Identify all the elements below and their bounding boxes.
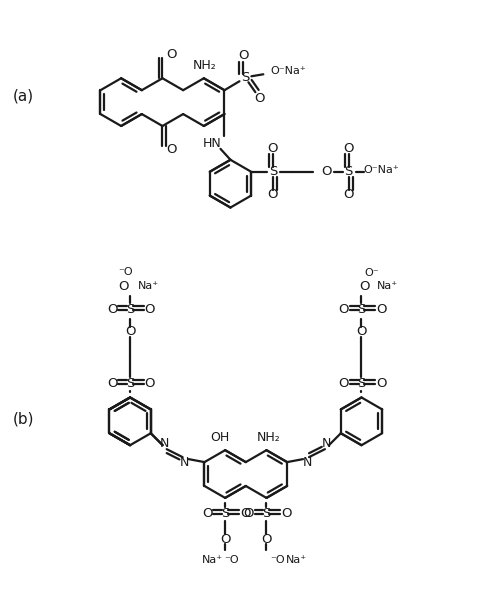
Text: ⁻O: ⁻O (224, 555, 239, 564)
Text: S: S (269, 165, 277, 178)
Text: Na⁺: Na⁺ (137, 281, 159, 291)
Text: OH: OH (210, 431, 230, 443)
Text: O: O (107, 304, 118, 316)
Text: O: O (376, 377, 387, 390)
Text: O: O (202, 508, 212, 520)
Text: O: O (238, 49, 248, 62)
Text: O⁻: O⁻ (364, 268, 379, 278)
Text: N: N (322, 437, 332, 450)
Text: Na⁺: Na⁺ (377, 281, 398, 291)
Text: O: O (321, 165, 332, 178)
Text: (a): (a) (13, 89, 34, 103)
Text: O: O (254, 91, 264, 105)
Text: NH₂: NH₂ (256, 431, 280, 443)
Text: O: O (268, 188, 278, 201)
Text: S: S (357, 377, 366, 390)
Text: S: S (241, 71, 249, 83)
Text: S: S (357, 304, 366, 316)
Text: HN: HN (203, 137, 222, 151)
Text: O: O (359, 280, 370, 293)
Text: O: O (166, 48, 177, 61)
Text: Na⁺: Na⁺ (202, 555, 223, 564)
Text: ⁻O: ⁻O (270, 555, 285, 564)
Text: Na⁺: Na⁺ (286, 555, 307, 564)
Text: O: O (107, 377, 118, 390)
Text: ⁻O: ⁻O (118, 267, 132, 277)
Text: O: O (338, 304, 349, 316)
Text: O: O (356, 325, 367, 338)
Text: O: O (343, 188, 354, 201)
Text: O: O (244, 508, 254, 520)
Text: NH₂: NH₂ (193, 59, 217, 72)
Text: O: O (343, 142, 354, 155)
Text: O: O (240, 508, 250, 520)
Text: O: O (125, 325, 135, 338)
Text: S: S (221, 508, 229, 520)
Text: O: O (281, 508, 292, 520)
Text: O: O (268, 142, 278, 155)
Text: O: O (261, 533, 272, 546)
Text: O: O (145, 377, 155, 390)
Text: O: O (145, 304, 155, 316)
Text: O: O (166, 143, 177, 156)
Text: S: S (262, 508, 271, 520)
Text: N: N (180, 456, 189, 469)
Text: N: N (160, 437, 169, 450)
Text: O: O (118, 280, 128, 293)
Text: O⁻Na⁺: O⁻Na⁺ (270, 67, 306, 76)
Text: O: O (338, 377, 349, 390)
Text: O: O (376, 304, 387, 316)
Text: O: O (220, 533, 230, 546)
Text: S: S (344, 165, 353, 178)
Text: (b): (b) (12, 412, 34, 427)
Text: S: S (126, 304, 134, 316)
Text: N: N (303, 456, 311, 469)
Text: O⁻Na⁺: O⁻Na⁺ (364, 165, 399, 175)
Text: S: S (126, 377, 134, 390)
